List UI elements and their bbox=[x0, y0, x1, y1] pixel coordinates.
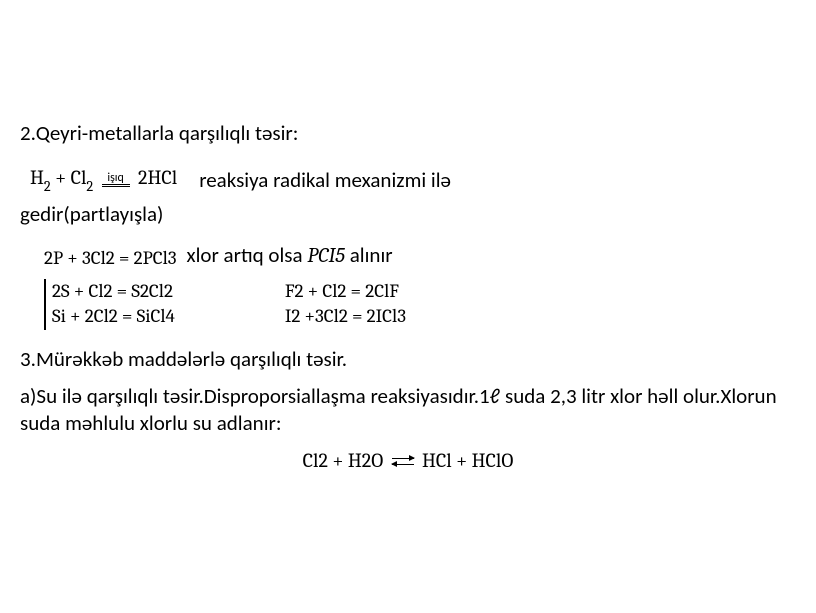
eq-block: 2S + Cl2 = S2Cl2 Si + 2Cl2 = SiCl4 bbox=[52, 279, 175, 330]
sub: 2 bbox=[362, 449, 371, 472]
sub: 3 bbox=[168, 247, 177, 269]
t: HCl + HClO bbox=[422, 449, 513, 472]
t: Cl bbox=[149, 280, 164, 302]
sub: 5 bbox=[335, 244, 345, 268]
sub: 2 bbox=[44, 178, 51, 195]
t: F bbox=[285, 280, 295, 302]
t: O bbox=[371, 449, 383, 472]
section-3a-paragraph: a)Su ilə qarşılıqlı təsir.Disproporsiall… bbox=[20, 383, 796, 438]
reaction-arrow-labeled: işıq bbox=[102, 172, 130, 187]
sub: 2 bbox=[86, 178, 93, 195]
sub: 2 bbox=[106, 247, 115, 269]
equation-line-pcl: 2P + 3Cl2 = 2PCl3 xlor artıq olsa PCI5 a… bbox=[20, 242, 796, 270]
equation-block-right: F 2 + Cl2 = 2ClF I2 +3Cl2 = 2ICl3 bbox=[285, 279, 406, 330]
section-3-title: 3.Mürəkkəb maddələrlə qarşılıqlı təsir. bbox=[20, 346, 796, 373]
t: +3Cl bbox=[300, 305, 338, 327]
t: + Cl bbox=[303, 280, 337, 302]
note-text: alınır bbox=[345, 242, 393, 268]
eq-text: + Cl bbox=[51, 166, 87, 189]
t: = 2ClF bbox=[346, 280, 399, 302]
bracket-icon bbox=[44, 279, 46, 330]
arrow-label: işıq bbox=[107, 172, 124, 184]
equation-line-hcl: H2 + Cl2 işıq 2HCl reaksiya radikal mexa… bbox=[20, 165, 796, 195]
equals-long-icon bbox=[102, 184, 130, 187]
sub: 4 bbox=[165, 305, 174, 327]
sub: 2 bbox=[291, 305, 300, 327]
sub: 2 bbox=[164, 280, 173, 302]
equation-water: Cl2 + H2O HCl + HClO bbox=[20, 448, 796, 474]
sub: 2 bbox=[318, 449, 327, 472]
note-text: xlor artıq olsa bbox=[187, 242, 308, 268]
t: = 2ICl bbox=[348, 305, 397, 327]
eq-line: 2S + Cl2 = S2Cl2 bbox=[52, 279, 175, 305]
t: + H bbox=[328, 449, 362, 472]
eq-pcl-note: xlor artıq olsa PCI5 alınır bbox=[187, 242, 393, 270]
pci-text: PCI bbox=[307, 244, 335, 268]
eq-text: 2HCl bbox=[138, 166, 177, 189]
eq-note: reaksiya radikal mexanizmi ilə bbox=[199, 167, 451, 194]
eq-note-continue: gedir(partlayışla) bbox=[20, 201, 796, 228]
eq-text: = 2PCl bbox=[115, 247, 168, 269]
sub: 3 bbox=[397, 305, 406, 327]
eq-line: I2 +3Cl2 = 2ICl3 bbox=[285, 304, 406, 330]
eq-text: H bbox=[30, 166, 44, 189]
section-2-title: 2.Qeyri-metallarla qarşılıqlı təsir: bbox=[20, 120, 796, 147]
eq-line: Si + 2Cl2 = SiCl4 bbox=[52, 304, 175, 330]
sub: 2 bbox=[339, 305, 348, 327]
eq-hcl: H2 + Cl2 işıq 2HCl bbox=[30, 165, 177, 195]
eq-pcl3: 2P + 3Cl2 = 2PCl3 bbox=[44, 246, 177, 271]
t: Si + 2Cl bbox=[52, 305, 109, 327]
eq-text: 2P + 3Cl bbox=[44, 247, 106, 269]
t: = S bbox=[112, 280, 140, 302]
sub: 2 bbox=[337, 280, 346, 302]
sub: 2 bbox=[140, 280, 149, 302]
equation-block-left: 2S + Cl2 = S2Cl2 Si + 2Cl2 = SiCl4 bbox=[44, 279, 175, 330]
reversible-arrow-icon bbox=[392, 455, 414, 469]
sub: 2 bbox=[109, 305, 118, 327]
t: Cl bbox=[303, 449, 319, 472]
t: 2S + Cl bbox=[52, 280, 103, 302]
formula-pci5: PCI5 bbox=[307, 244, 345, 268]
equation-row-blocks: 2S + Cl2 = S2Cl2 Si + 2Cl2 = SiCl4 F2 + … bbox=[44, 279, 796, 330]
eq-line: F2 + Cl2 = 2ClF bbox=[285, 279, 406, 305]
t: = SiCl bbox=[118, 305, 166, 327]
